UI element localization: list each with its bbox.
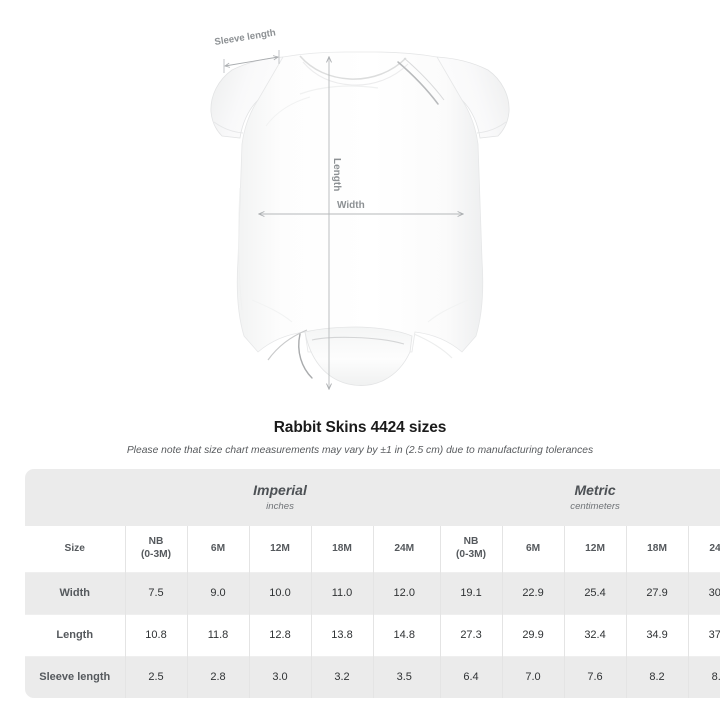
unit-metric-name: Metric (574, 482, 616, 498)
snap-seam (311, 336, 405, 345)
unit-imperial-name: Imperial (253, 482, 307, 498)
lap-shoulder-seam (397, 61, 439, 105)
header-imperial-24m: 24M (372, 526, 436, 572)
header-metric-nb: NB (0-3M) (439, 526, 503, 572)
cell-width-metric-18m: 27.9 (625, 571, 689, 614)
fabric-fold-upper (299, 85, 379, 95)
table-row: Length 10.8 11.8 12.8 13.8 14.8 27.3 29.… (25, 613, 720, 656)
cell-length-metric-nb: 27.3 (439, 613, 503, 656)
cell-sleeve-imperial-6m: 2.8 (186, 655, 249, 698)
fabric-fold-lower-left (251, 299, 293, 323)
header-size-label: Size (25, 526, 125, 572)
leg-opening-right (413, 333, 453, 359)
size-table-container: Imperial inches Metric centimeters Size … (25, 469, 720, 698)
cell-length-imperial-24m: 14.8 (372, 613, 436, 656)
chart-disclaimer: Please note that size chart measurements… (126, 445, 594, 456)
sleeve-length-arrow (225, 57, 278, 66)
unit-band-spacer (25, 469, 125, 526)
cell-length-metric-18m: 34.9 (625, 613, 689, 656)
lap-shoulder-seam-shadow (403, 57, 445, 101)
cell-width-metric-12m: 25.4 (563, 571, 627, 614)
header-imperial-12m: 12M (248, 526, 311, 572)
right-sleeve-hem (476, 121, 507, 134)
unit-metric-sub: centimeters (570, 501, 620, 512)
cell-sleeve-metric-18m: 8.2 (625, 655, 689, 698)
cell-length-imperial-nb: 10.8 (124, 613, 187, 656)
cell-sleeve-imperial-24m: 3.5 (372, 655, 436, 698)
fabric-fold-left (265, 96, 311, 127)
header-metric-12m: 12M (563, 526, 627, 572)
cell-width-imperial-12m: 10.0 (248, 571, 311, 614)
page-title: Rabbit Skins 4424 sizes (273, 419, 447, 436)
header-imperial-6m: 6M (186, 526, 249, 572)
unit-imperial-cell: Imperial inches (125, 469, 436, 526)
row-label-sleeve-length: Sleeve length (25, 655, 125, 698)
size-nb-main: NB (148, 536, 164, 548)
size-table: Imperial inches Metric centimeters Size … (25, 469, 720, 698)
chart-header: Rabbit Skins 4424 sizes Please note that… (0, 418, 720, 458)
left-sleeve-hem (213, 121, 244, 134)
neckline-inner (302, 61, 409, 86)
cell-length-metric-12m: 32.4 (563, 613, 627, 656)
row-gap-length (435, 613, 441, 656)
header-metric-24m: 24M (687, 526, 720, 572)
size-nb-sub-metric: (0-3M) (456, 548, 487, 560)
header-gap (435, 526, 441, 572)
header-imperial-nb: NB (0-3M) (124, 526, 187, 572)
cell-length-metric-6m: 29.9 (501, 613, 565, 656)
crotch-edge-left (298, 333, 313, 379)
cell-sleeve-imperial-12m: 3.0 (248, 655, 311, 698)
row-label-length: Length (25, 613, 125, 656)
table-row: Sleeve length 2.5 2.8 3.0 3.2 3.5 6.4 7.… (25, 655, 720, 698)
cell-length-imperial-18m: 13.8 (310, 613, 373, 656)
leg-opening-left (267, 329, 308, 361)
cell-width-imperial-24m: 12.0 (372, 571, 436, 614)
header-imperial-18m: 18M (310, 526, 373, 572)
cell-width-imperial-6m: 9.0 (186, 571, 249, 614)
fabric-fold-side-left (238, 187, 243, 311)
cell-width-imperial-18m: 11.0 (310, 571, 373, 614)
unit-band-gap (435, 469, 441, 526)
bodysuit-torso (236, 51, 484, 353)
cell-sleeve-metric-24m: 8.9 (687, 655, 720, 698)
row-gap-sleeve (435, 655, 441, 698)
cell-length-metric-24m: 37.5 (687, 613, 720, 656)
cell-sleeve-metric-12m: 7.6 (563, 655, 627, 698)
cell-length-imperial-12m: 12.8 (248, 613, 311, 656)
size-header-row: Size NB (0-3M) 6M 12M 18M 24M NB (0-3M) … (25, 526, 720, 572)
baby-bodysuit-svg: Sleeve length Length Width (210, 27, 510, 410)
unit-metric-cell: Metric centimeters (440, 469, 720, 526)
table-row: Width 7.5 9.0 10.0 11.0 12.0 19.1 22.9 2… (25, 571, 720, 614)
cell-sleeve-metric-nb: 6.4 (439, 655, 503, 698)
row-label-width: Width (25, 571, 125, 614)
unit-imperial-sub: inches (266, 501, 294, 512)
unit-band-row: Imperial inches Metric centimeters (25, 469, 720, 526)
cell-width-imperial-nb: 7.5 (124, 571, 187, 614)
garment-illustration: Sleeve length Length Width (210, 27, 510, 410)
size-nb-main-metric: NB (463, 536, 479, 548)
cell-sleeve-imperial-nb: 2.5 (124, 655, 187, 698)
fabric-fold-lower-right (427, 299, 469, 323)
cell-width-metric-6m: 22.9 (501, 571, 565, 614)
cell-sleeve-metric-6m: 7.0 (501, 655, 565, 698)
crotch-snap-panel (304, 326, 413, 386)
row-gap-width (435, 571, 441, 614)
cell-width-metric-24m: 30.5 (687, 571, 720, 614)
width-label: Width (337, 200, 365, 211)
cell-width-metric-nb: 19.1 (439, 571, 503, 614)
cell-length-imperial-6m: 11.8 (186, 613, 249, 656)
header-metric-6m: 6M (501, 526, 565, 572)
header-metric-18m: 18M (625, 526, 689, 572)
cell-sleeve-imperial-18m: 3.2 (310, 655, 373, 698)
sleeve-length-label: Sleeve length (214, 27, 277, 48)
neckline (299, 55, 407, 80)
size-nb-sub: (0-3M) (141, 548, 171, 560)
length-label: Length (331, 158, 342, 191)
